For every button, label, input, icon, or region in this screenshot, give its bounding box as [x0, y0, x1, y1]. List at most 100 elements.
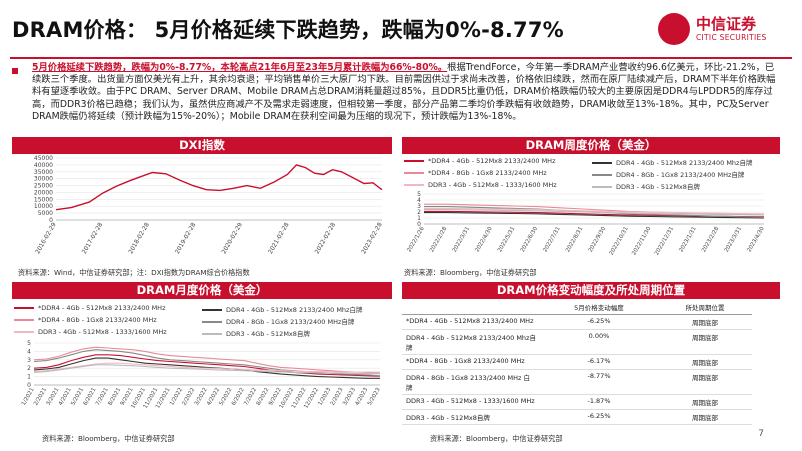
legend-item: DDR4 - 8Gb - 1Gx8 2133/2400 MHz自牌 [202, 316, 354, 326]
weekly-panel-title: DRAM周度价格（美金） [402, 137, 780, 154]
summary-body: 根据TrendForce，今年第一季DRAM产业营收约96.6亿美元，环比-21… [32, 62, 776, 122]
y-tick-label: 3 [27, 357, 31, 364]
table-row: *DDR4 - 4Gb - 512Mx8 2133/2400 MHz -6.25%… [402, 314, 752, 330]
company-logo: 中信证券 CITIC SECURITIES [658, 10, 778, 56]
x-tick-label: 2022/11/30 [631, 226, 652, 257]
y-tick-label: 25000 [34, 183, 53, 190]
change-cell: -8.77% [540, 369, 658, 395]
page-title: DRAM价格： 5月价格延续下跌趋势，跌幅为0%-8.77% [12, 18, 564, 42]
x-tick-label: 2020-02-29 [221, 221, 245, 255]
logo-cn-text: 中信证券 [696, 15, 757, 33]
table-header-cell [402, 300, 540, 315]
y-tick-label: 0 [27, 382, 31, 389]
legend-label: *DDR4 - 4Gb - 512Mx8 2133/2400 MHz [38, 304, 166, 312]
legend-item: *DDR4 - 8Gb - 1Gx8 2133/2400 MHz [404, 169, 547, 177]
cycle-cell: 周期底部 [658, 329, 752, 355]
legend-item: DDR4 - 4Gb - 512Mx8 2133/2400 Mhz自牌 [592, 157, 752, 167]
legend-swatch [202, 309, 222, 311]
cycle-cell: 周期底部 [658, 314, 752, 330]
change-cell: 0.00% [540, 329, 658, 355]
product-cell: *DDR4 - 4Gb - 512Mx8 2133/2400 MHz [402, 314, 540, 330]
cycle-cell: 周期底部 [658, 394, 752, 410]
y-tick-label: 30000 [34, 176, 53, 183]
y-tick-label: 5000 [38, 210, 53, 217]
header-divider [10, 57, 792, 59]
summary-paragraph: 5月价格延续下跌趋势，跌幅为0%-8.77%，本轮高点21年6月至23年5月累计… [32, 62, 778, 123]
cycle-cell: 周期底部 [658, 369, 752, 395]
legend-item: DDR3 - 4Gb - 512Mx8自牌 [202, 328, 310, 338]
page-number: 7 [758, 429, 764, 439]
legend-label: DDR3 - 4Gb - 512Mx8 - 1333/1600 MHz [428, 181, 557, 189]
y-tick-label: 5 [27, 340, 31, 347]
x-tick-label: 2023/3/31 [724, 226, 743, 253]
monthly-source-note: 资料来源：Bloomberg，中信证券研究部 [42, 434, 175, 443]
legend-swatch [14, 331, 34, 333]
table-row: DDR4 - 4Gb - 512Mx8 2133/2400 Mhz自牌 0.00%… [402, 329, 752, 355]
y-tick-label: 10000 [34, 203, 53, 210]
table-header-row: 5月价格变动幅度 所处周期位置 [402, 300, 752, 315]
x-tick-label: 2022-02-28 [314, 221, 338, 255]
x-tick-label: 2022/3/31 [452, 226, 471, 253]
legend-item: *DDR4 - 4Gb - 512Mx8 2133/2400 MHz [14, 304, 165, 312]
legend-label: DDR4 - 4Gb - 512Mx8 2133/2400 Mhz自牌 [616, 159, 753, 167]
x-tick-label: 2022/8/31 [565, 226, 584, 253]
cycle-cell: 周期底部 [658, 409, 752, 425]
table-source-note: 资料来源：Bloomberg，中信证券研究部 [430, 434, 563, 443]
price-change-table: 5月价格变动幅度 所处周期位置 *DDR4 - 4Gb - 512Mx8 213… [402, 300, 752, 425]
product-cell: DDR4 - 8Gb - 1Gx8 2133/2400 MHz 白牌 [402, 369, 540, 395]
product-cell: *DDR4 - 8Gb - 1Gx8 2133/2400 MHz [402, 354, 540, 370]
legend-label: DDR4 - 8Gb - 1Gx8 2133/2400 MHz自牌 [226, 318, 355, 326]
legend-swatch [202, 333, 222, 335]
dxi-panel-title: DXI指数 [12, 137, 392, 154]
monthly-chart: 0123451/20212/20213/20214/20215/20216/20… [21, 340, 382, 410]
change-cell: -6.25% [540, 314, 658, 330]
x-tick-label: 2017-02-28 [81, 221, 105, 255]
series-line [424, 209, 765, 216]
legend-swatch [592, 174, 612, 176]
series-line [424, 212, 765, 219]
y-tick-label: 1 [27, 374, 31, 381]
product-cell: DDR4 - 4Gb - 512Mx8 2133/2400 Mhz自牌 [402, 329, 540, 355]
legend-item: DDR4 - 4Gb - 512Mx8 2133/2400 Mhz白牌 [202, 304, 362, 314]
x-tick-label: 2023/4/30 [746, 226, 766, 254]
x-tick-label: 2022/9/30 [588, 226, 608, 254]
series-line [33, 346, 381, 374]
dxi-series-line [55, 164, 383, 211]
legend-label: *DDR4 - 8Gb - 1Gx8 2133/2400 MHz [428, 169, 547, 177]
x-tick-label: 2022/6/30 [520, 226, 540, 254]
x-tick-label: 2023-02-28 [360, 221, 384, 255]
monthly-legend: *DDR4 - 4Gb - 512Mx8 2133/2400 MHz DDR4 -… [14, 302, 390, 338]
y-tick-label: 2 [27, 365, 31, 372]
legend-swatch [592, 186, 612, 188]
citic-logo-icon [658, 13, 690, 45]
product-cell: DDR3 - 4Gb - 512Mx8 - 1333/1600 MHz [402, 394, 540, 410]
change-cell: -1.87% [540, 394, 658, 410]
x-tick-label: 2023/2/28 [701, 226, 721, 254]
dxi-source-note: 资料来源：Wind，中信证券研究部；注：DXI指数为DRAM综合价格指数 [18, 268, 250, 277]
x-tick-label: 2021-02-28 [267, 221, 291, 255]
table-header-cell: 5月价格变动幅度 [540, 300, 658, 315]
x-tick-label: 5/2023 [367, 387, 382, 407]
table-row: DDR3 - 4Gb - 512Mx8自牌 -6.25% 周期底部 [402, 409, 752, 425]
legend-swatch [202, 321, 222, 323]
legend-swatch [404, 172, 424, 174]
series-line [424, 207, 765, 215]
legend-swatch [14, 307, 34, 309]
y-tick-label: 35000 [34, 169, 53, 176]
x-tick-label: 2022/7/31 [542, 226, 561, 253]
y-tick-label: 0 [49, 217, 53, 224]
legend-item: *DDR4 - 8Gb - 1Gx8 2133/2400 MHz [14, 316, 157, 324]
y-tick-label: 5 [417, 191, 421, 198]
series-line [33, 357, 380, 379]
cycle-cell: 周期底部 [658, 354, 752, 370]
logo-en-text: CITIC SECURITIES [696, 33, 767, 42]
x-tick-label: 2022/1/26 [406, 226, 426, 254]
legend-label: DDR3 - 4Gb - 512Mx8自牌 [616, 183, 700, 191]
x-tick-label: 2022/5/31 [497, 226, 516, 253]
x-tick-label: 2018-02-28 [127, 221, 151, 255]
y-tick-label: 4 [417, 197, 421, 204]
x-tick-label: 2019-02-28 [174, 221, 198, 255]
legend-label: *DDR4 - 4Gb - 512Mx8 2133/2400 MHz [428, 157, 556, 165]
legend-item: DDR4 - 8Gb - 1Gx8 2133/2400 MHz自牌 [592, 169, 744, 179]
